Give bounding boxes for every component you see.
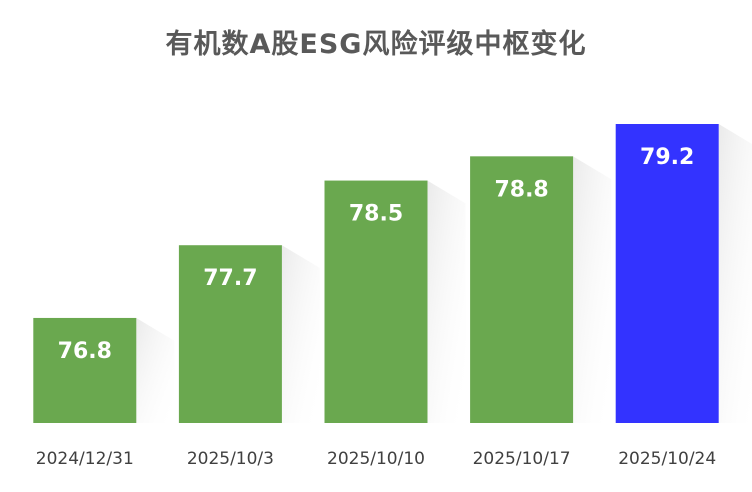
- bar-shadow: [427, 180, 466, 423]
- data-label: 79.2: [640, 145, 694, 170]
- bar-2025/10/3: [178, 245, 282, 423]
- bar-2025/10/24: [615, 124, 719, 423]
- x-tick-label: 2025/10/3: [187, 449, 274, 469]
- bar-2024/12/31: [33, 317, 137, 423]
- bar-shadow: [136, 317, 175, 423]
- data-label: 76.8: [58, 339, 112, 364]
- x-tick-label: 2024/12/31: [36, 449, 134, 469]
- x-tick-label: 2025/10/10: [327, 449, 425, 469]
- bar-shadow: [573, 156, 612, 423]
- chart-title: 有机数A股ESG风险评级中枢变化: [165, 29, 587, 60]
- data-label: 78.8: [494, 177, 548, 202]
- data-label: 78.5: [349, 202, 403, 227]
- data-label: 77.7: [203, 266, 257, 291]
- bar-2025/10/17: [470, 156, 574, 423]
- bar-shadow: [718, 124, 752, 423]
- x-tick-label: 2025/10/24: [618, 449, 716, 469]
- bar-2025/10/10: [324, 180, 428, 423]
- x-tick-label: 2025/10/17: [473, 449, 571, 469]
- bar-shadow: [281, 245, 320, 423]
